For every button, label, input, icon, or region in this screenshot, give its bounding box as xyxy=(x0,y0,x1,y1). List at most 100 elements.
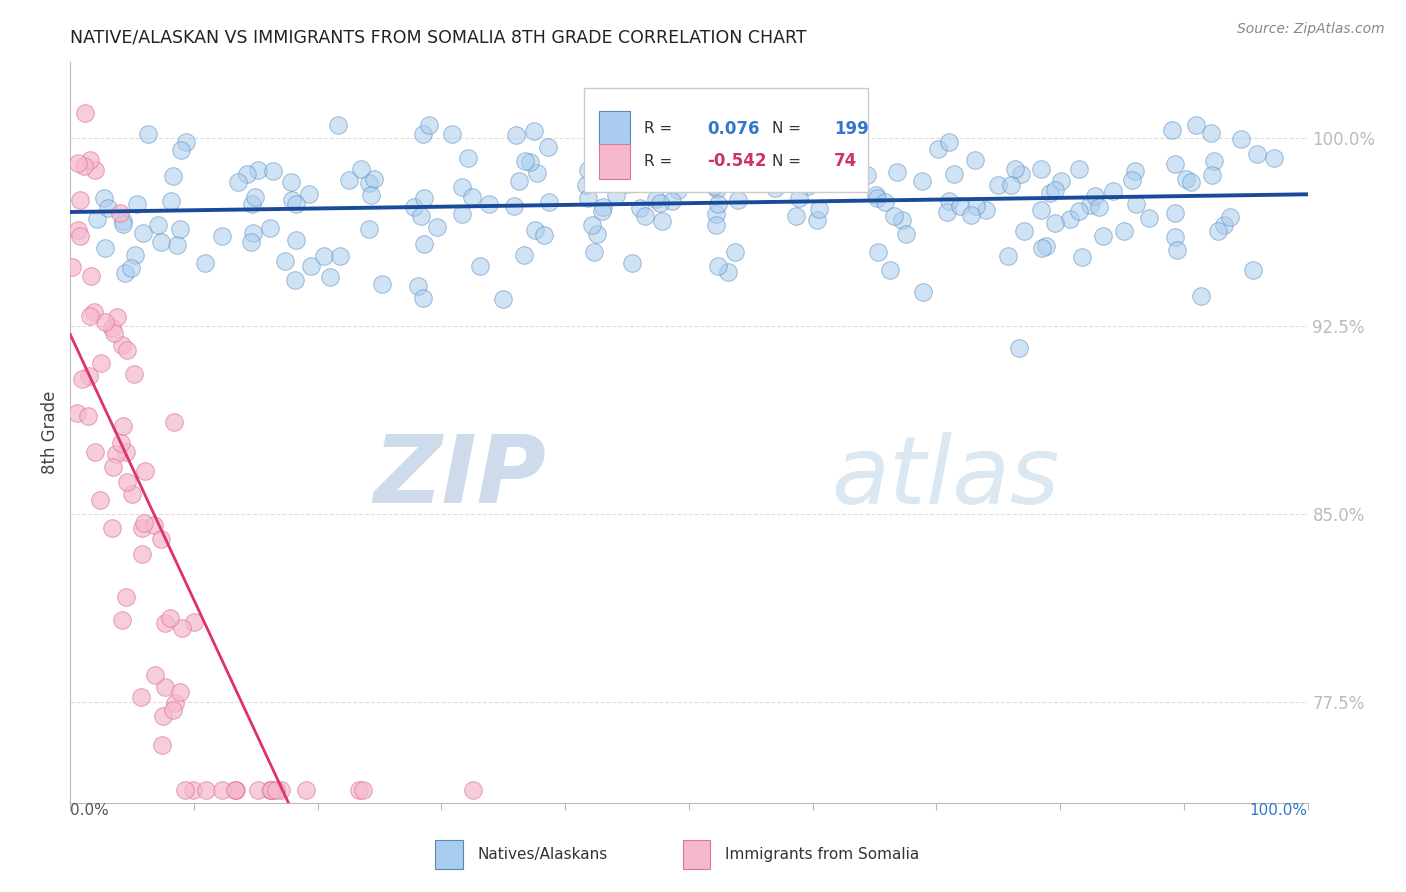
Point xyxy=(284,273,307,287)
Point xyxy=(536,139,558,153)
Point xyxy=(965,199,987,213)
Point xyxy=(785,209,807,223)
Point xyxy=(703,178,725,193)
Point xyxy=(609,135,631,149)
Point xyxy=(143,667,166,681)
Point xyxy=(406,278,429,293)
Point xyxy=(720,163,742,178)
Point xyxy=(259,783,281,797)
Point xyxy=(886,164,908,178)
Point xyxy=(1201,168,1223,182)
Point xyxy=(1070,250,1092,264)
Point xyxy=(533,227,555,242)
Text: N =: N = xyxy=(772,153,806,169)
Point xyxy=(409,209,432,223)
Point xyxy=(866,245,889,260)
Point xyxy=(838,154,860,169)
Point xyxy=(72,372,94,386)
Text: Immigrants from Somalia: Immigrants from Somalia xyxy=(725,847,920,863)
Point xyxy=(371,277,394,292)
FancyBboxPatch shape xyxy=(599,144,630,179)
Point xyxy=(650,196,672,211)
Point xyxy=(299,259,322,273)
Point xyxy=(236,167,259,181)
Point xyxy=(94,315,117,329)
Point xyxy=(111,419,134,434)
Point xyxy=(1083,189,1105,203)
Point xyxy=(146,218,169,232)
Point xyxy=(808,202,831,216)
Point xyxy=(124,247,146,261)
Point xyxy=(538,194,561,209)
Point xyxy=(329,249,352,263)
Point xyxy=(583,245,606,260)
Point xyxy=(896,227,918,242)
Text: 100.0%: 100.0% xyxy=(1250,803,1308,818)
Point xyxy=(1199,126,1222,140)
Point xyxy=(260,783,283,797)
Point xyxy=(111,338,134,352)
Point xyxy=(634,152,657,166)
Point xyxy=(806,213,828,227)
Point xyxy=(136,127,159,141)
Point xyxy=(73,159,96,173)
Point xyxy=(585,227,607,241)
Point xyxy=(460,190,482,204)
Point xyxy=(737,159,759,173)
Point xyxy=(131,521,153,535)
Point xyxy=(787,191,810,205)
Point xyxy=(97,201,120,215)
Point xyxy=(225,783,247,797)
Point xyxy=(1010,167,1032,181)
Point xyxy=(115,590,138,604)
Point xyxy=(183,615,205,629)
Point xyxy=(1246,147,1268,161)
Point xyxy=(149,235,172,250)
Point xyxy=(211,783,233,797)
Point xyxy=(274,254,297,268)
Point xyxy=(523,223,546,237)
Point xyxy=(65,406,87,420)
Point xyxy=(77,409,100,423)
Point xyxy=(959,208,981,222)
Point xyxy=(576,191,599,205)
Point xyxy=(228,176,250,190)
Point xyxy=(581,219,603,233)
Point xyxy=(763,181,786,195)
Point xyxy=(242,197,264,211)
Point xyxy=(103,326,125,340)
Point xyxy=(120,261,142,276)
Point xyxy=(1164,230,1187,244)
Point xyxy=(412,291,434,305)
Point xyxy=(457,151,479,165)
Point xyxy=(523,123,546,137)
Point xyxy=(911,285,934,299)
FancyBboxPatch shape xyxy=(683,840,710,870)
Point xyxy=(162,169,184,183)
Point xyxy=(280,193,302,207)
Point xyxy=(412,236,434,251)
Point xyxy=(508,174,530,188)
Point xyxy=(242,227,264,241)
Point xyxy=(224,783,246,797)
Point xyxy=(797,179,820,194)
Point xyxy=(153,681,176,695)
Point xyxy=(678,169,700,184)
Point xyxy=(1067,161,1090,176)
Point xyxy=(159,611,181,625)
Point xyxy=(1000,178,1022,193)
Point xyxy=(704,207,727,221)
Point xyxy=(620,118,643,132)
Point xyxy=(127,197,149,211)
Point xyxy=(94,241,117,255)
Point xyxy=(519,155,541,169)
Point xyxy=(79,268,101,283)
Point xyxy=(1189,289,1212,303)
Point xyxy=(661,194,683,208)
Point xyxy=(363,172,385,186)
Point xyxy=(440,127,463,141)
Point xyxy=(707,197,730,211)
Point xyxy=(152,709,174,723)
Point xyxy=(1125,197,1147,211)
Point xyxy=(117,343,139,358)
